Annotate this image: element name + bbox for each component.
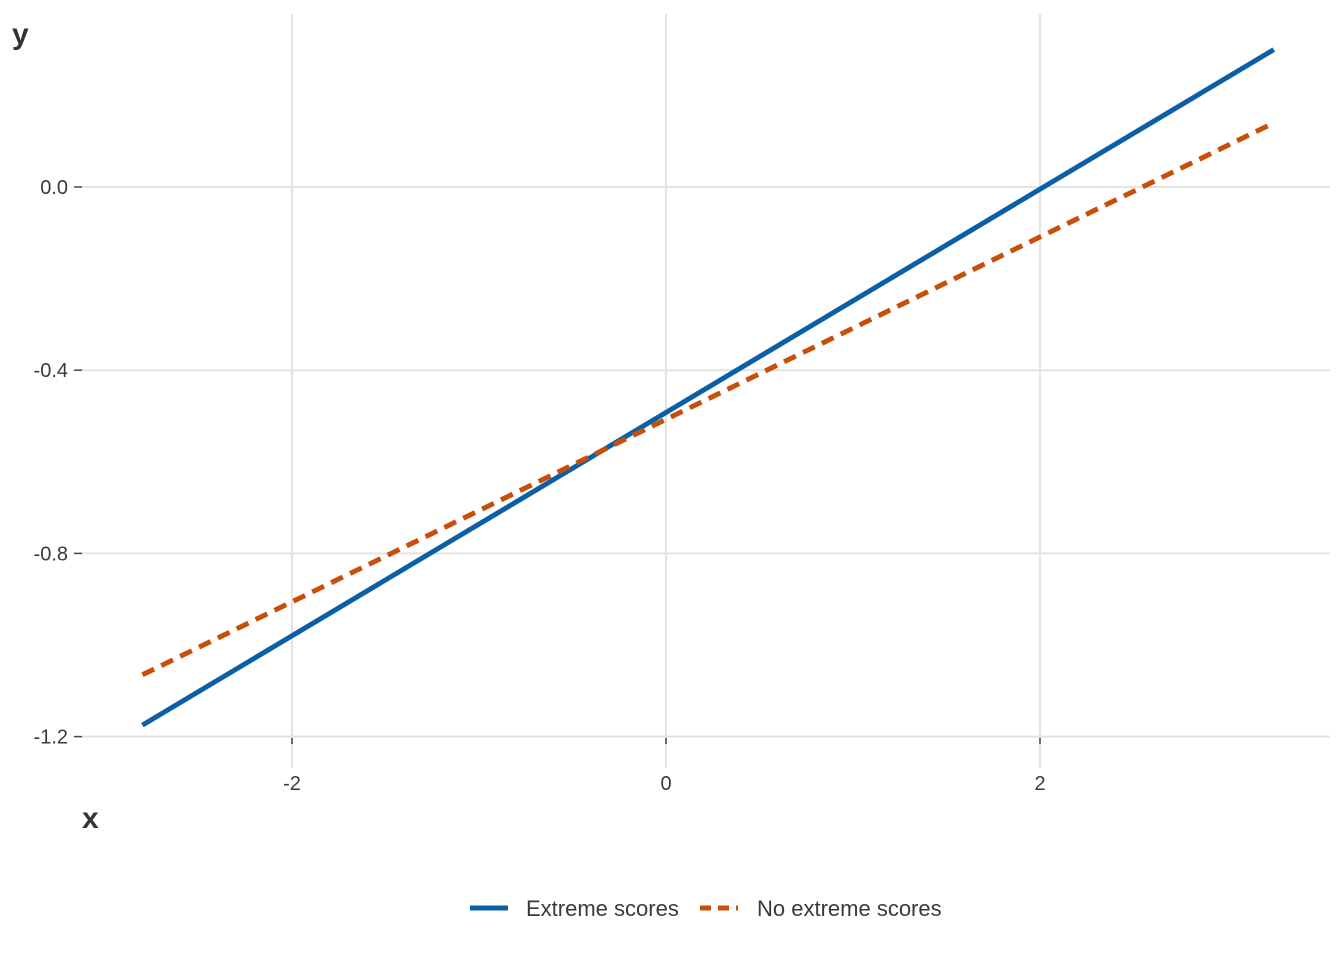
x-tick-label: -2 — [283, 773, 301, 795]
legend-label-extreme-scores: Extreme scores — [526, 896, 679, 921]
series-line-no-extreme-scores — [141, 120, 1275, 678]
x-axis-title: x — [82, 802, 99, 835]
series-layer — [141, 47, 1276, 728]
series-line-extreme-scores — [141, 47, 1276, 728]
y-tick-label: -0.4 — [34, 360, 68, 382]
x-tick-label: 2 — [1034, 773, 1045, 795]
tick-layer: -2 0 2 0.0 -0.4 -0.8 -1.2 — [34, 177, 1046, 795]
y-tick-label: 0.0 — [40, 177, 68, 199]
legend: Extreme scores No extreme scores — [470, 896, 942, 921]
x-tick-label: 0 — [660, 773, 671, 795]
grid-layer — [82, 14, 1330, 768]
y-tick-label: -0.8 — [34, 543, 68, 565]
y-tick-label: -1.2 — [34, 727, 68, 749]
y-axis-title: y — [12, 18, 29, 51]
legend-label-no-extreme-scores: No extreme scores — [757, 896, 942, 921]
